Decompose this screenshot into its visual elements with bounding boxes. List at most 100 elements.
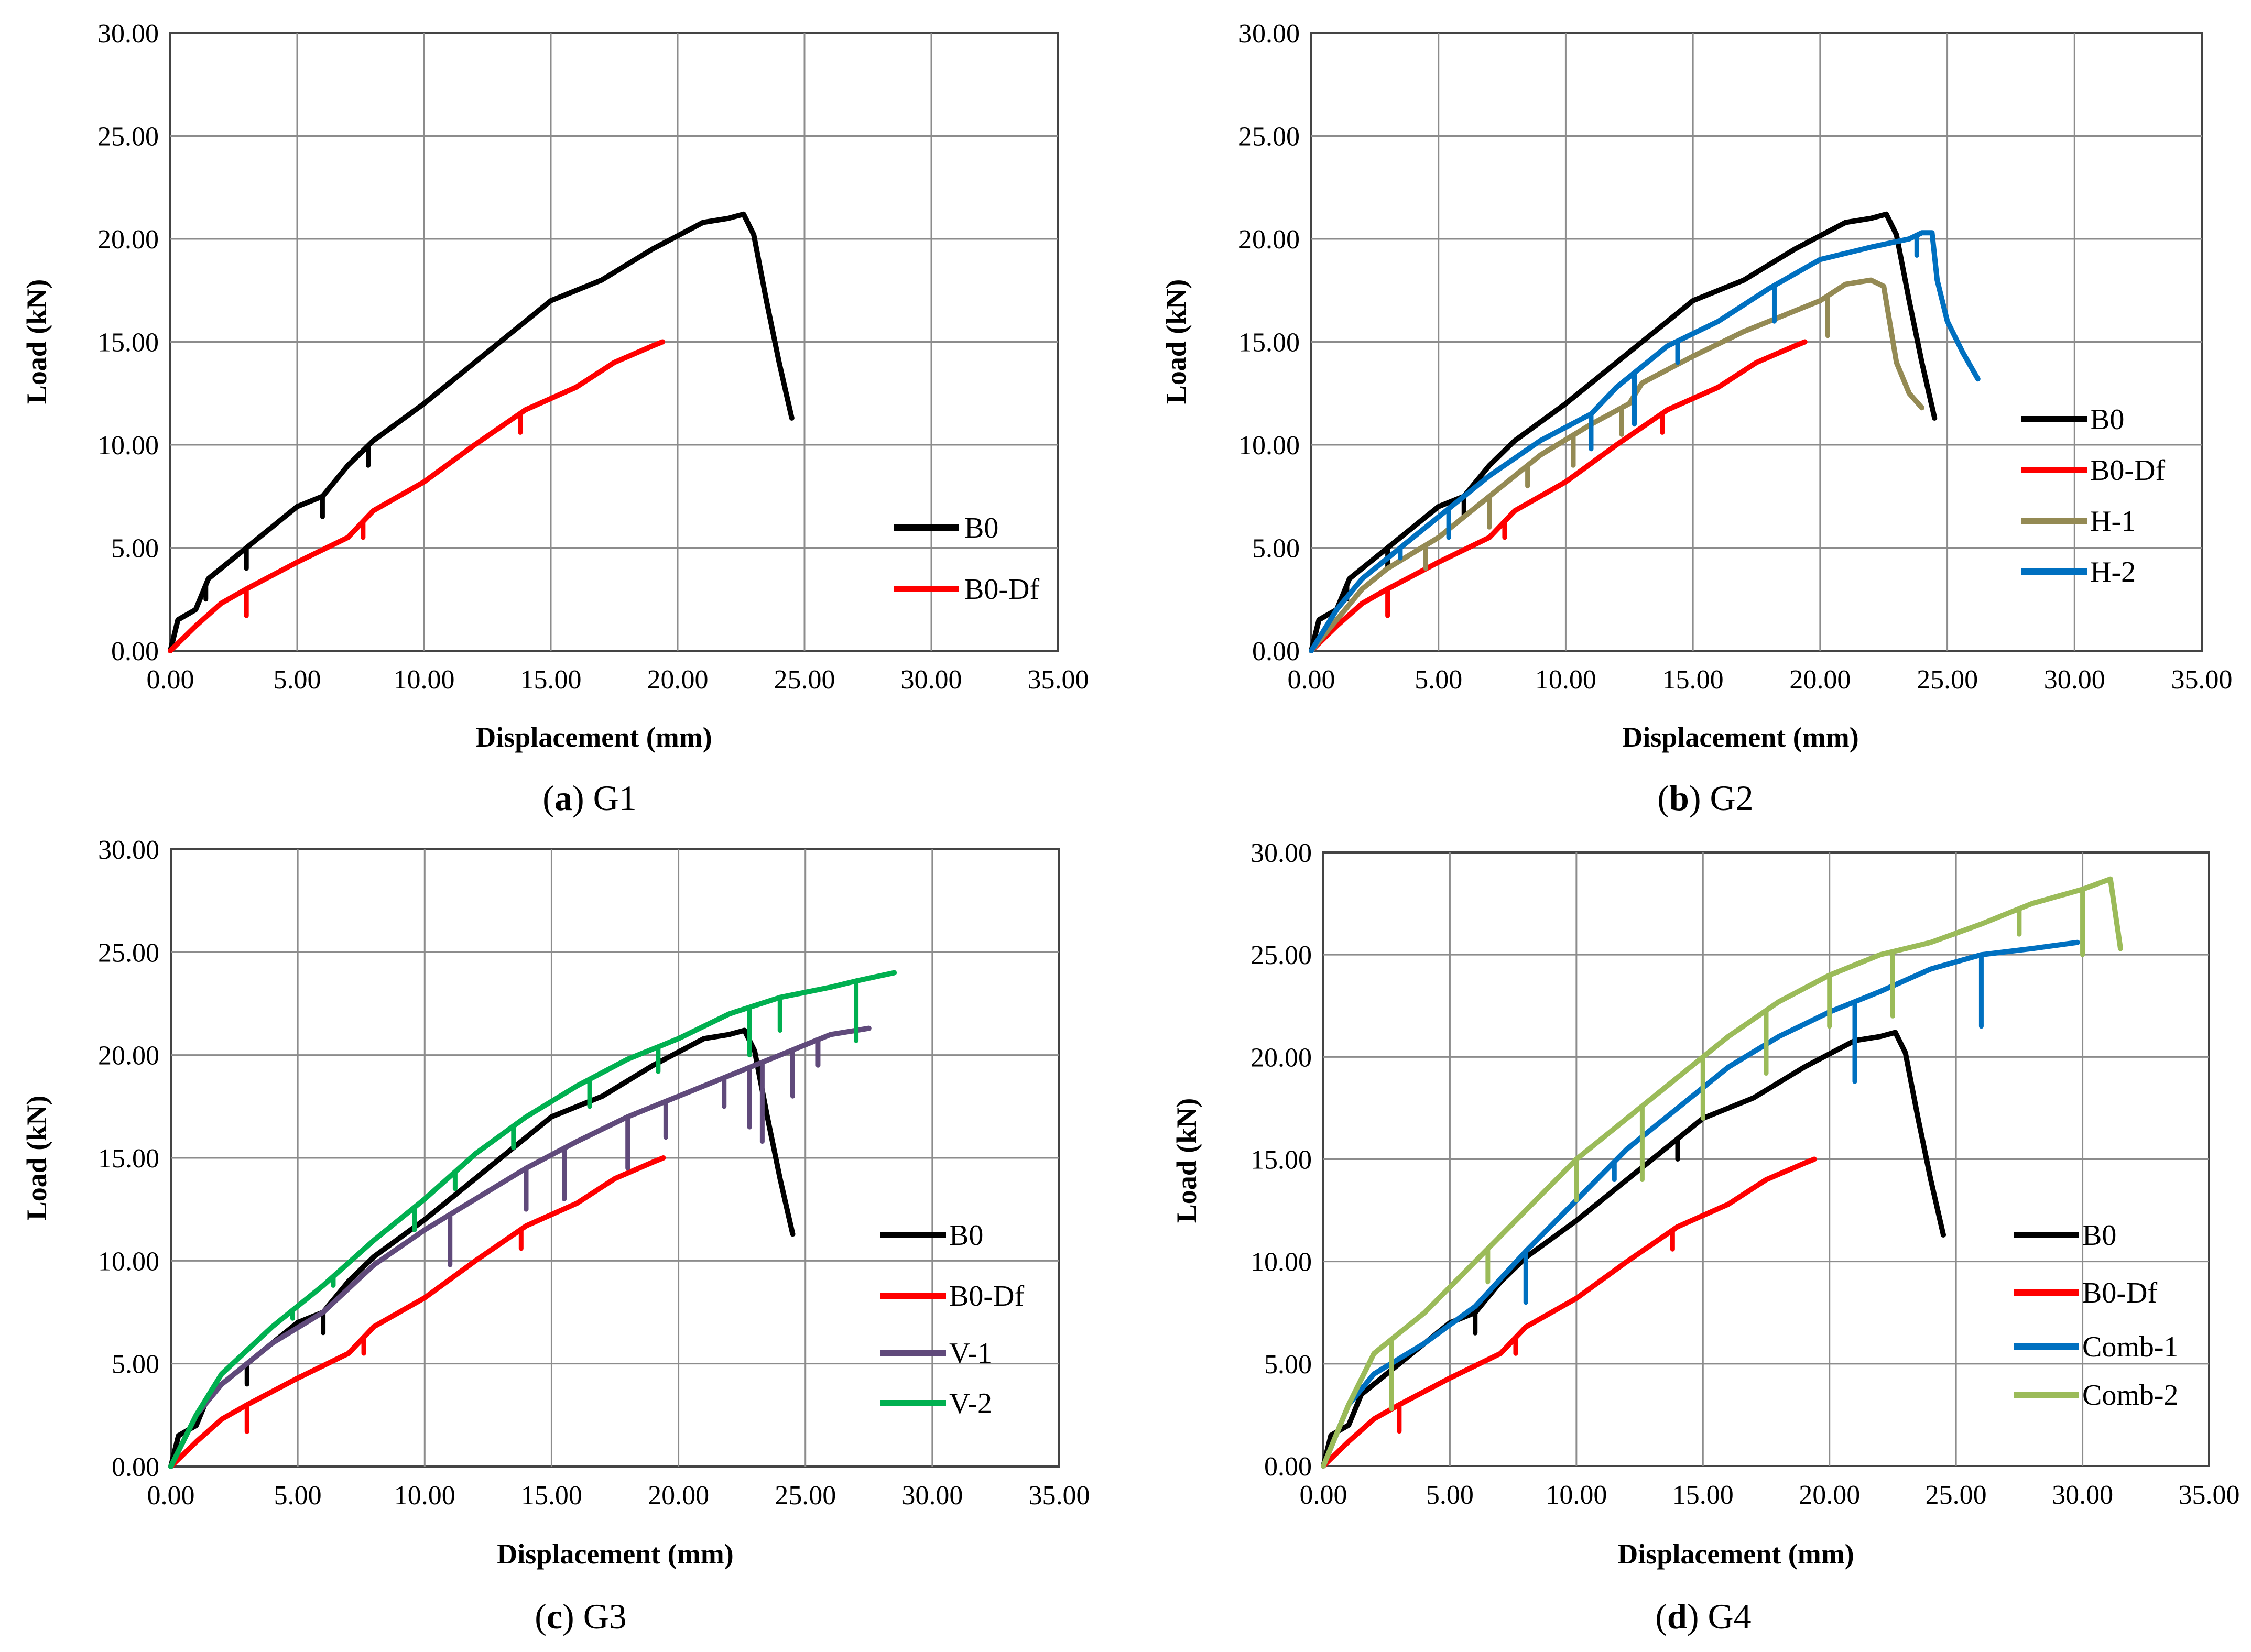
x-tick-label-c: 30.00 — [901, 1481, 963, 1511]
y-axis-title-d: Load (kN) — [1171, 1098, 1202, 1223]
caption-b: (b) G2 — [1657, 778, 1753, 818]
y-tick-label-b: 15.00 — [1238, 328, 1300, 358]
legend-label-b-h2: H-2 — [2090, 556, 2136, 588]
x-tick-label-b: 15.00 — [1662, 665, 1724, 695]
x-tick-label-b: 30.00 — [2044, 665, 2105, 695]
y-tick-label-d: 30.00 — [1250, 838, 1312, 868]
x-tick-label-a: 25.00 — [774, 665, 835, 695]
legend-label-d-comb1: Comb-1 — [2082, 1331, 2179, 1363]
series-lines-a — [168, 211, 795, 653]
series-line-b-h1 — [1309, 277, 1924, 653]
series-line-c-v2 — [168, 970, 897, 1469]
series-line-b-b0df — [1309, 339, 1808, 653]
y-tick-label-a: 15.00 — [97, 328, 159, 358]
y-tick-label-a: 25.00 — [97, 122, 159, 152]
x-tick-label-b: 35.00 — [2171, 665, 2233, 695]
y-tick-label-d: 15.00 — [1250, 1145, 1312, 1175]
x-tick-label-d: 5.00 — [1426, 1480, 1474, 1510]
y-tick-label-a: 10.00 — [97, 431, 159, 461]
legend-label-c-v1: V-1 — [949, 1337, 992, 1370]
x-tick-label-d: 10.00 — [1546, 1480, 1607, 1510]
legend-label-a-b0: B0 — [964, 512, 998, 544]
tick-labels-d: 0.00 5.00 10.00 15.00 20.00 25.00 30.00 35.00 0.… — [1250, 838, 2240, 1510]
legend-label-b-h1: H-1 — [2090, 505, 2136, 538]
caption-letter-b: b — [1669, 778, 1689, 818]
legend-label-d-b0: B0 — [2082, 1219, 2116, 1252]
legend-label-d-comb2: Comb-2 — [2082, 1379, 2179, 1412]
series-line-d-comb1 — [1321, 939, 2080, 1469]
gridlines-a — [170, 33, 1058, 651]
x-tick-label-c: 35.00 — [1029, 1481, 1090, 1511]
x-tick-label-c: 15.00 — [521, 1481, 582, 1511]
x-tick-label-d: 15.00 — [1672, 1480, 1734, 1510]
y-tick-label-b: 0.00 — [1252, 637, 1300, 666]
x-tick-label-c: 5.00 — [274, 1481, 322, 1511]
legend-d: B0 B0-Df Comb-1 Comb-2 — [2014, 1219, 2179, 1412]
caption-text-d: G4 — [1708, 1596, 1752, 1636]
x-axis-title-d: Displacement (mm) — [1617, 1538, 1854, 1570]
legend-label-c-b0: B0 — [949, 1219, 983, 1252]
x-tick-label-d: 35.00 — [2179, 1480, 2240, 1510]
series-line-b-h2 — [1309, 230, 1981, 653]
panel-a: 0.00 5.00 10.00 15.00 20.00 25.00 30.00 35.00 0.… — [21, 19, 1089, 818]
series-line-d-comb2 — [1321, 876, 2123, 1469]
panel-b: 0.00 5.00 10.00 15.00 20.00 25.00 30.00 35.00 0.… — [1160, 19, 2233, 818]
series-lines-c — [168, 970, 897, 1469]
x-tick-label-a: 30.00 — [901, 665, 962, 695]
x-tick-label-b: 5.00 — [1415, 665, 1462, 695]
caption-text-b: G2 — [1710, 778, 1754, 818]
series-line-d-b0 — [1321, 1030, 1946, 1469]
x-axis-title-c: Displacement (mm) — [497, 1538, 733, 1570]
y-tick-label-b: 30.00 — [1238, 19, 1300, 49]
series-lines-d — [1321, 876, 2123, 1469]
x-tick-label-d: 20.00 — [1799, 1480, 1860, 1510]
caption-letter-d: d — [1667, 1596, 1687, 1636]
y-axis-title-b: Load (kN) — [1160, 279, 1192, 404]
legend-label-c-b0df: B0-Df — [949, 1280, 1024, 1312]
y-tick-label-c: 5.00 — [112, 1350, 159, 1380]
y-tick-label-a: 0.00 — [111, 637, 159, 666]
x-tick-label-b: 10.00 — [1535, 665, 1596, 695]
x-tick-label-d: 25.00 — [1926, 1480, 1987, 1510]
legend-label-d-b0df: B0-Df — [2082, 1277, 2157, 1309]
legend-label-c-v2: V-2 — [949, 1387, 992, 1420]
y-tick-label-d: 10.00 — [1250, 1248, 1312, 1277]
x-tick-label-b: 0.00 — [1288, 665, 1335, 695]
legend-label-b-b0df: B0-Df — [2090, 454, 2165, 487]
y-tick-label-a: 30.00 — [97, 19, 159, 49]
legend-b: B0 B0-Df H-1 H-2 — [2021, 403, 2165, 588]
x-tick-label-c: 10.00 — [394, 1481, 455, 1511]
gridlines-b — [1311, 33, 2202, 651]
caption-d: (d) G4 — [1655, 1596, 1751, 1636]
y-tick-label-d: 5.00 — [1264, 1350, 1312, 1380]
x-tick-label-a: 20.00 — [647, 665, 709, 695]
series-lines-b — [1309, 211, 1981, 653]
x-tick-label-d: 0.00 — [1300, 1480, 1347, 1510]
x-tick-label-a: 35.00 — [1028, 665, 1089, 695]
x-tick-label-a: 0.00 — [147, 665, 194, 695]
y-tick-label-c: 0.00 — [112, 1452, 159, 1482]
gridlines-c — [171, 849, 1059, 1467]
caption-text-c: G3 — [583, 1596, 627, 1636]
x-tick-label-a: 15.00 — [520, 665, 582, 695]
y-tick-label-b: 20.00 — [1238, 225, 1300, 255]
x-axis-title-b: Displacement (mm) — [1622, 721, 1858, 753]
caption-letter-a: a — [554, 778, 572, 818]
panel-c: 0.00 5.00 10.00 15.00 20.00 25.00 30.00 35.00 0.… — [21, 835, 1090, 1636]
tick-labels-b: 0.00 5.00 10.00 15.00 20.00 25.00 30.00 35.00 0.… — [1238, 19, 2233, 695]
series-line-c-v1 — [168, 1025, 872, 1469]
y-tick-label-c: 20.00 — [98, 1041, 159, 1071]
series-line-d-b0df — [1321, 1156, 1817, 1469]
y-tick-label-d: 0.00 — [1264, 1452, 1312, 1482]
x-axis-title-a: Displacement (mm) — [475, 721, 712, 753]
y-tick-label-d: 20.00 — [1250, 1043, 1312, 1073]
y-tick-label-a: 20.00 — [97, 225, 159, 255]
y-tick-label-c: 15.00 — [98, 1144, 159, 1174]
series-line-a-b0df — [168, 339, 665, 653]
y-tick-label-d: 25.00 — [1250, 940, 1312, 970]
legend-a: B0 B0-Df — [894, 512, 1039, 606]
y-tick-label-b: 10.00 — [1238, 431, 1300, 461]
series-line-b-b0 — [1309, 211, 1938, 653]
y-tick-label-c: 25.00 — [98, 938, 159, 968]
